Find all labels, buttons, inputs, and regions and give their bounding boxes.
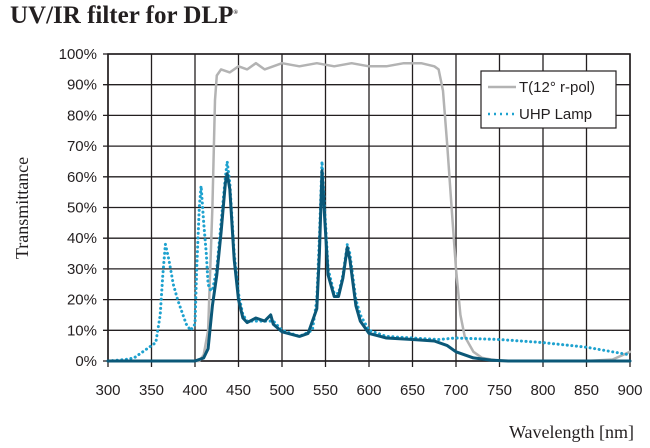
x-tick-label: 700 <box>443 382 468 399</box>
x-tick-label: 900 <box>617 382 642 399</box>
x-tick-label: 500 <box>269 382 294 399</box>
y-tick-label: 60% <box>67 169 97 186</box>
y-tick-label: 0% <box>75 353 97 370</box>
y-tick-label: 100% <box>59 46 97 63</box>
x-tick-label: 550 <box>313 382 338 399</box>
x-tick-label: 350 <box>139 382 164 399</box>
y-tick-label: 10% <box>67 322 97 339</box>
y-tick-label: 40% <box>67 230 97 247</box>
y-tick-label: 70% <box>67 138 97 155</box>
x-tick-label: 600 <box>356 382 381 399</box>
x-tick-label: 800 <box>530 382 555 399</box>
x-tick-label: 750 <box>487 382 512 399</box>
y-tick-label: 30% <box>67 261 97 278</box>
tick-labels: 300 350 400 450 500 550 600 650 700 750 800 850 900 0… <box>59 46 643 399</box>
legend-label-transmittance: T(12° r-pol) <box>519 79 595 96</box>
y-tick-label: 20% <box>67 292 97 309</box>
series-transmittance-line <box>106 61 632 363</box>
x-tick-label: 450 <box>226 382 251 399</box>
chart-title: UV/IR filter for DLP® <box>10 2 238 29</box>
y-axis-label: Transmittance <box>12 157 32 259</box>
series-filtered-lamp-line <box>106 169 632 363</box>
plot-frame <box>107 53 631 362</box>
y-tick-label: 90% <box>67 77 97 94</box>
legend-label-lamp: UHP Lamp <box>519 106 592 123</box>
x-tick-label: 650 <box>400 382 425 399</box>
x-tick-label: 300 <box>95 382 120 399</box>
x-axis-label: Wavelength [nm] <box>509 422 634 442</box>
x-tick-label: 850 <box>574 382 599 399</box>
series-group <box>106 61 632 363</box>
legend: T(12° r-pol) UHP Lamp <box>480 70 617 129</box>
y-tick-label: 80% <box>67 107 97 124</box>
y-tick-label: 50% <box>67 200 97 217</box>
x-tick-label: 400 <box>182 382 207 399</box>
